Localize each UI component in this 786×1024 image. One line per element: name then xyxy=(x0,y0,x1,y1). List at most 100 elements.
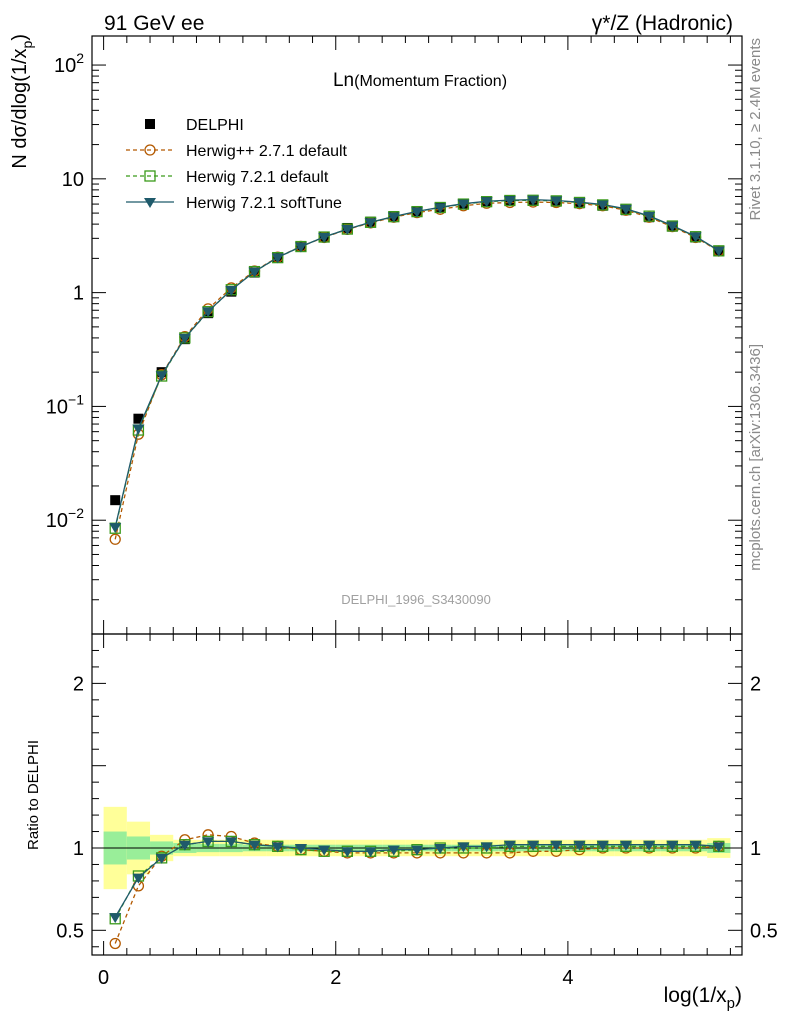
x-axis-label-text: log(1/x xyxy=(664,984,728,1007)
ratio-point xyxy=(503,840,516,851)
ratio-plot-series xyxy=(109,829,725,950)
ratio-y-tick-label: 0.5 xyxy=(56,920,84,942)
data-point xyxy=(178,333,191,344)
series-1 xyxy=(109,196,725,545)
series-2 xyxy=(109,194,725,534)
data-point xyxy=(527,195,540,206)
data-point xyxy=(596,200,609,211)
data-point xyxy=(109,523,122,534)
legend-marker xyxy=(144,144,156,156)
ratio-frame xyxy=(91,633,743,956)
main-plot-series xyxy=(109,194,725,545)
process-label: γ*/Z (Hadronic) xyxy=(592,12,733,35)
legend-entry-0: DELPHI xyxy=(145,117,244,134)
data-point xyxy=(619,204,632,215)
ratio-point xyxy=(364,847,377,858)
ratio-series-2 xyxy=(109,837,725,924)
data-point xyxy=(666,221,679,232)
ratio-point xyxy=(178,840,191,851)
data-point xyxy=(109,533,121,545)
legend-marker xyxy=(144,170,156,182)
data-point xyxy=(133,413,144,424)
data-point xyxy=(318,233,331,244)
ratio-y-tick-label: 1 xyxy=(73,838,84,860)
ratio-point xyxy=(666,840,679,851)
x-axis-label-close: ) xyxy=(735,984,742,1007)
ratio-point xyxy=(132,873,145,884)
ratio-point xyxy=(248,840,261,851)
ratio-point xyxy=(387,845,400,856)
plot-title-sub: (Momentum Fraction) xyxy=(354,73,507,90)
legend-entry-3: Herwig 7.2.1 softTune xyxy=(126,195,342,212)
x-tick-label: 2 xyxy=(330,967,341,989)
data-point xyxy=(364,218,377,229)
ratio-point xyxy=(643,840,656,851)
ratio-y-axis-label: Ratio to DELPHI xyxy=(25,740,42,850)
data-point xyxy=(132,424,145,435)
ratio-point xyxy=(341,847,354,858)
ratio-point xyxy=(109,937,121,950)
ratio-point xyxy=(573,840,586,851)
series-3 xyxy=(109,195,725,534)
x-tick-label: 4 xyxy=(562,967,573,989)
ratio-point xyxy=(225,837,238,848)
data-point xyxy=(341,225,354,236)
data-point xyxy=(689,232,702,243)
legend-marker xyxy=(144,198,156,208)
plot-title-main: Ln xyxy=(333,70,354,91)
ratio-point xyxy=(434,844,447,854)
series-line xyxy=(114,201,720,540)
data-point xyxy=(550,196,563,207)
data-point xyxy=(712,246,725,257)
x-tick-label: 0 xyxy=(98,967,109,989)
ratio-point xyxy=(550,840,563,851)
data-point xyxy=(457,199,470,210)
y-tick-label: 10−1 xyxy=(46,391,84,418)
y-axis-label-text: N dσ/dlog(1/x xyxy=(9,48,31,168)
analysis-id: DELPHI_1996_S3430090 xyxy=(341,592,491,607)
legend-marker xyxy=(145,119,155,129)
data-point xyxy=(387,212,400,223)
ratio-point xyxy=(202,837,215,848)
ratio-point xyxy=(619,840,632,851)
ratio-point xyxy=(109,913,122,924)
y-tick-label: 10 xyxy=(62,169,84,191)
legend-entry-1: Herwig++ 2.7.1 default xyxy=(126,143,348,160)
axes: 0 2 4 10−2 10−1 1 10 102 0.5 0.5 1 1 2 2 xyxy=(46,35,778,989)
data-point xyxy=(643,211,656,222)
x-axis-label-subscript: p xyxy=(727,995,735,1012)
ratio-line xyxy=(114,834,719,944)
ratio-point xyxy=(689,840,702,851)
ratio-point xyxy=(271,842,284,853)
source-label: mcplots.cern.ch [arXiv:1306.3436] xyxy=(747,344,764,571)
energy-label: 91 GeV ee xyxy=(104,12,204,35)
ratio-y-tick-label-right: 2 xyxy=(750,673,761,695)
data-point xyxy=(411,207,423,218)
ratio-point xyxy=(318,845,331,856)
ratio-point xyxy=(411,845,423,856)
x-axis-label: log(1/xp) xyxy=(664,984,742,1012)
y-tick-label: 102 xyxy=(54,50,84,77)
rivet-version-label: Rivet 3.1.10, ≥ 2.4M events xyxy=(747,38,764,221)
data-point xyxy=(110,495,121,506)
series-line xyxy=(114,199,720,528)
legend: DELPHI Herwig++ 2.7.1 default Herwig 7.2.1… xyxy=(126,117,348,212)
ratio-point xyxy=(294,844,307,854)
data-point xyxy=(225,285,238,296)
legend-label: Herwig 7.2.1 softTune xyxy=(186,195,342,212)
legend-label: Herwig 7.2.1 default xyxy=(186,169,329,186)
plot-title: Ln(Momentum Fraction) xyxy=(333,70,507,91)
data-point xyxy=(155,371,168,382)
legend-entry-2: Herwig 7.2.1 default xyxy=(126,169,329,186)
series-line xyxy=(114,199,720,529)
legend-label: Herwig++ 2.7.1 default xyxy=(186,143,348,160)
data-point xyxy=(434,203,447,214)
y-axis-label-subscript: p xyxy=(19,40,35,48)
data-point xyxy=(271,253,284,264)
ratio-point xyxy=(712,842,725,853)
y-tick-label: 1 xyxy=(73,283,84,305)
y-tick-label: 10−2 xyxy=(46,505,84,532)
data-point xyxy=(480,197,493,208)
data-point xyxy=(294,242,307,253)
